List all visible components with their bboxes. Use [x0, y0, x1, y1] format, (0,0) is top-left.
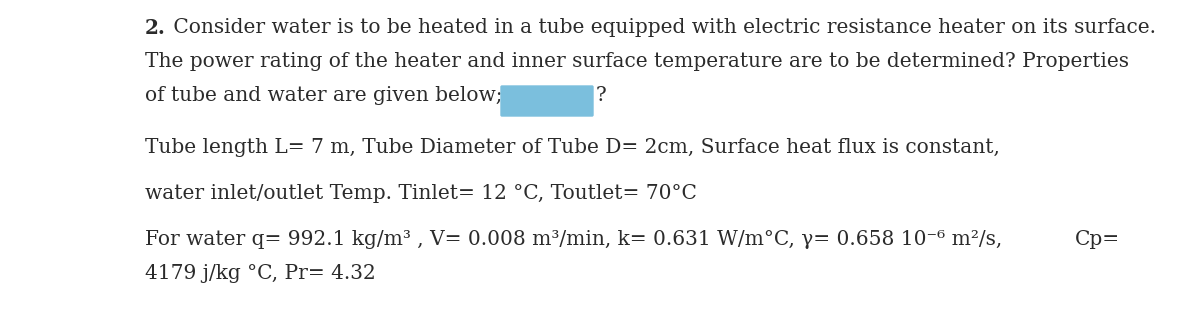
Text: 2.: 2.	[145, 18, 166, 38]
Text: 4179 j/kg °C, Pr= 4.32: 4179 j/kg °C, Pr= 4.32	[145, 264, 376, 283]
Text: ?: ?	[596, 86, 607, 105]
Text: water inlet/outlet Temp. Tinlet= 12 °C, Toutlet= 70°C: water inlet/outlet Temp. Tinlet= 12 °C, …	[145, 184, 697, 203]
Text: For water q= 992.1 kg/m³ , V= 0.008 m³/min, k= 0.631 W/m°C, γ= 0.658 10⁻⁶ m²/s,: For water q= 992.1 kg/m³ , V= 0.008 m³/m…	[145, 230, 1002, 249]
Text: The power rating of the heater and inner surface temperature are to be determine: The power rating of the heater and inner…	[145, 52, 1129, 71]
FancyBboxPatch shape	[502, 86, 593, 116]
Text: Cp=: Cp=	[1075, 230, 1120, 249]
Text: Consider water is to be heated in a tube equipped with electric resistance heate: Consider water is to be heated in a tube…	[167, 18, 1156, 37]
Text: Tube length L= 7 m, Tube Diameter of Tube D= 2cm, Surface heat flux is constant,: Tube length L= 7 m, Tube Diameter of Tub…	[145, 138, 1000, 157]
Text: of tube and water are given below;: of tube and water are given below;	[145, 86, 503, 105]
